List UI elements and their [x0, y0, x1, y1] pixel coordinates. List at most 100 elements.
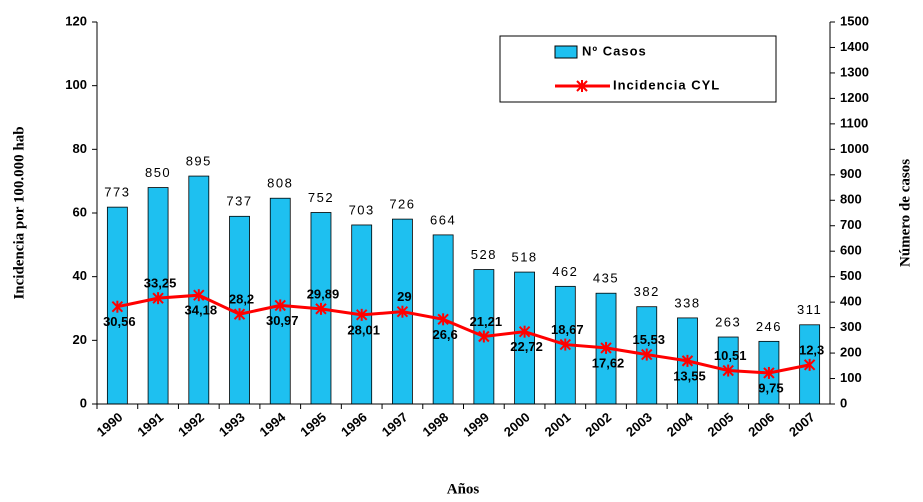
bar-value-label: 737: [226, 194, 252, 209]
y2-tick-label: 1200: [840, 90, 869, 105]
y2-tick-label: 200: [840, 345, 862, 360]
bar-value-label: 246: [756, 319, 782, 334]
line-value-label: 26,6: [432, 327, 457, 342]
legend-label: Incidencia CYL: [613, 77, 720, 92]
y-tick-label: 0: [80, 395, 87, 410]
bar-value-label: 726: [389, 197, 415, 212]
legend: Nº Casos Incidencia CYL: [499, 35, 777, 103]
y2-tick-label: 700: [840, 217, 862, 232]
line-value-label: 30,97: [266, 313, 299, 328]
y-tick-label: 120: [65, 13, 87, 28]
line-marker: [111, 300, 124, 313]
y-tick-label: 40: [73, 268, 87, 283]
x-tick-label: 2000: [501, 409, 533, 439]
bar-value-label: 263: [715, 314, 741, 329]
y2-tick-label: 600: [840, 243, 862, 258]
y2-tick-label: 1100: [840, 115, 868, 130]
bar-value-label: 664: [430, 212, 456, 227]
line-marker: [193, 289, 205, 302]
x-tick-label: 1995: [297, 409, 329, 439]
line-value-label: 13,55: [673, 368, 706, 383]
bar-value-label: 703: [349, 202, 375, 217]
y2-tick-label: 800: [840, 192, 862, 207]
line-marker: [355, 308, 368, 321]
x-tick-label: 1998: [419, 409, 451, 439]
line-value-label: 22,72: [510, 339, 543, 354]
y2-tick-label: 400: [840, 294, 862, 309]
x-tick-label: 2007: [786, 409, 818, 439]
y2-axis-title: Número de casos: [897, 159, 913, 267]
y2-tick-label: 1500: [840, 13, 869, 28]
bar-value-label: 518: [511, 250, 537, 265]
bar-value-label: 435: [593, 271, 619, 286]
y2-tick-label: 0: [840, 395, 847, 410]
x-tick-label: 1990: [94, 409, 126, 439]
line-value-label: 34,18: [185, 303, 218, 318]
line: [117, 293, 810, 375]
line-marker: [763, 366, 775, 379]
y2-tick-label: 500: [840, 268, 862, 283]
legend-box: [499, 35, 777, 103]
bar-value-label: 311: [797, 302, 822, 317]
line-marker: [559, 338, 572, 351]
x-tick-label: 2001: [542, 409, 574, 439]
x-tick-label: 1996: [338, 409, 370, 439]
bar-value-label: 850: [145, 165, 171, 180]
x-axis-title: Años: [447, 481, 480, 497]
bar-value-label: 773: [104, 185, 130, 200]
line-value-label: 28,01: [347, 322, 380, 337]
line-marker: [233, 308, 246, 321]
x-tick-label: 1999: [460, 409, 492, 439]
line-marker: [681, 354, 694, 367]
y2-tick-label: 100: [840, 370, 862, 385]
x-tick-label: 2004: [664, 409, 696, 440]
y-tick-label: 60: [73, 204, 87, 219]
bar-value-label: 528: [471, 247, 497, 262]
line-value-label: 10,51: [714, 348, 747, 363]
bar-value-label: 752: [308, 190, 334, 205]
x-tick-label: 2005: [705, 409, 737, 439]
legend-label: Nº Casos: [582, 43, 647, 58]
line-value-label: 29,89: [307, 286, 340, 301]
x-tick-label: 2006: [745, 409, 777, 439]
line-value-label: 9,75: [758, 380, 783, 395]
y-tick-label: 80: [73, 141, 87, 156]
bar-value-label: 462: [552, 264, 578, 279]
y2-tick-label: 1000: [840, 141, 869, 156]
line-marker: [803, 358, 816, 371]
y2-tick-label: 300: [840, 319, 862, 334]
line-value-label: 30,56: [103, 314, 136, 329]
line-value-label: 18,67: [551, 322, 584, 337]
line-value-label: 33,25: [144, 276, 177, 291]
line-marker: [437, 313, 449, 326]
bar: [514, 271, 535, 405]
line-marker: [518, 325, 531, 338]
x-tick-label: 1997: [379, 409, 411, 439]
y2-tick-label: 1400: [840, 39, 869, 54]
legend-swatch: [554, 45, 578, 59]
line-marker: [600, 341, 612, 354]
line-marker: [478, 330, 490, 343]
line-marker: [396, 305, 409, 318]
x-tick-label: 2002: [582, 409, 614, 439]
line-marker: [274, 299, 286, 312]
x-tick-label: 1994: [257, 409, 289, 440]
y-tick-label: 100: [65, 77, 87, 92]
line-marker: [722, 364, 734, 377]
line-value-label: 28,2: [229, 292, 254, 307]
x-tick-label: 2003: [623, 409, 655, 439]
line-value-label: 12,3: [799, 342, 824, 357]
line-marker: [641, 348, 653, 361]
line-value-label: 15,53: [632, 332, 665, 347]
line-marker: [152, 292, 164, 305]
bar-value-label: 808: [267, 176, 293, 191]
bar-value-label: 338: [674, 295, 700, 310]
y-tick-label: 20: [73, 332, 87, 347]
bar-value-label: 895: [186, 154, 212, 169]
line-value-label: 21,21: [470, 314, 503, 329]
y2-tick-label: 1300: [840, 64, 869, 79]
x-tick-label: 1991: [134, 409, 166, 439]
line-value-label: 17,62: [592, 355, 625, 370]
y2-tick-label: 900: [840, 166, 862, 181]
